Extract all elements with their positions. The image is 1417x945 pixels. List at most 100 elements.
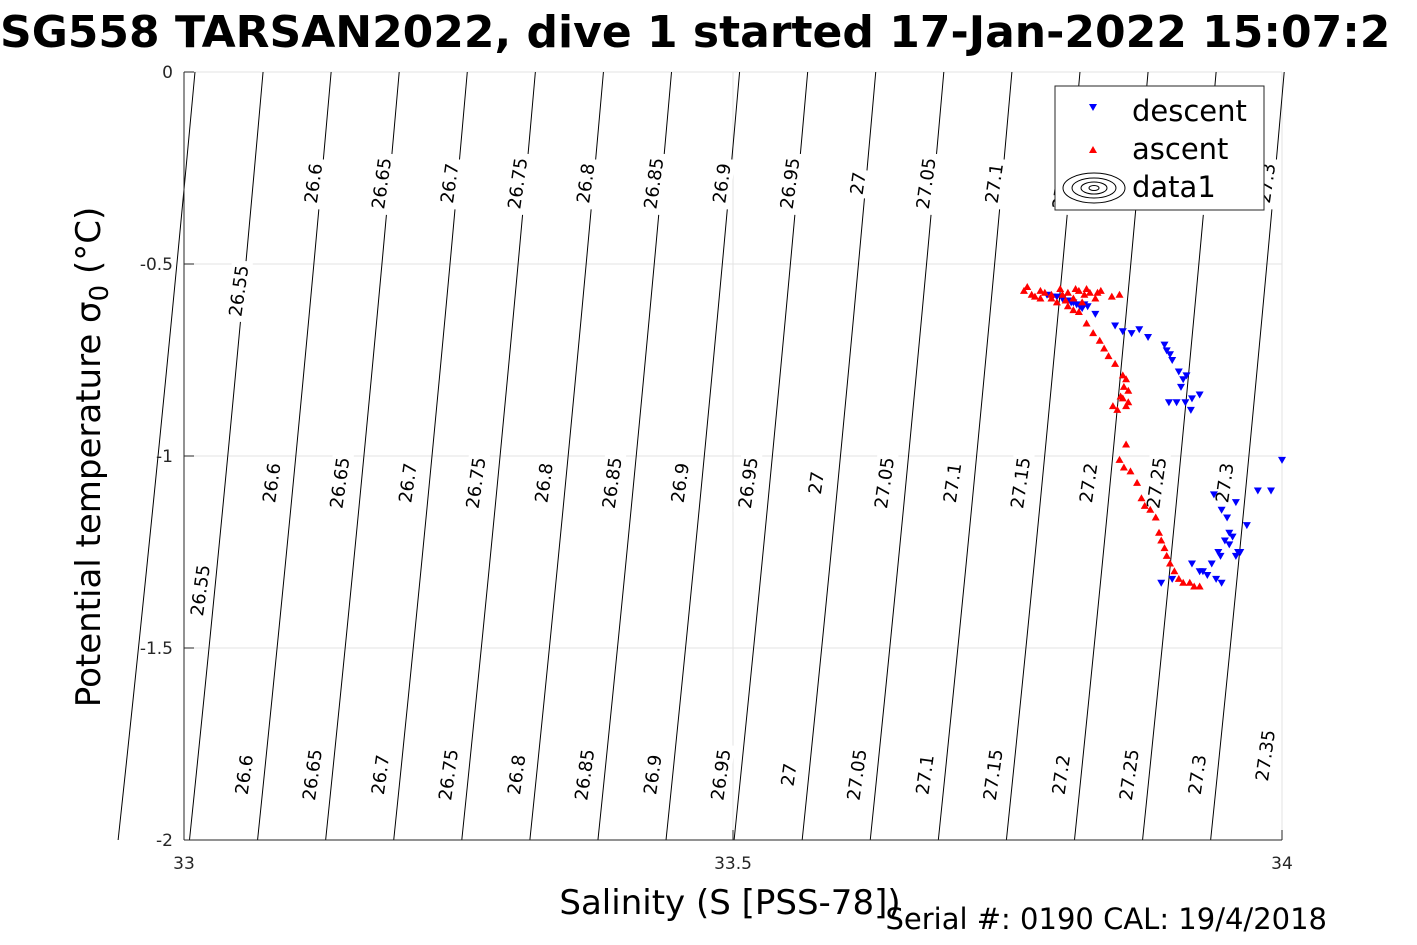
descent-point-16: [1135, 326, 1144, 334]
ascent-point-4: [1040, 288, 1049, 296]
legend-descent-marker: [1089, 104, 1097, 111]
y-tick-label-0: 0: [162, 63, 173, 83]
y-axis-label-unit: (°C): [69, 207, 109, 285]
descent-point-24: [1182, 372, 1191, 380]
ascent-point-26: [1063, 302, 1072, 310]
ascent-point-13: [1091, 294, 1100, 302]
contour-label-group-43: 27.15: [978, 742, 1008, 807]
descent-point-18: [1160, 341, 1169, 349]
contour-label-bg-42: [910, 748, 939, 801]
contour-label-bg-4: [502, 151, 532, 215]
chart-title: SG558 TARSAN2022, dive 1 started 17-Jan-…: [0, 7, 1390, 58]
y-tick-label-3: -1.5: [140, 639, 173, 659]
ascent-point-0: [1019, 286, 1028, 294]
contour-label-bg-36: [502, 748, 531, 801]
y-axis-label: Potential temperature σ0 (°C): [69, 207, 115, 707]
ascent-point-49: [1133, 478, 1142, 486]
tick-labels: 33 33.5 34 0 -0.5 -1 -1.5 -2: [140, 63, 1293, 874]
legend-ascent-label: ascent: [1132, 132, 1228, 166]
contour-label-9: 27: [847, 171, 871, 197]
contour-label-bg-0: [223, 259, 254, 323]
contour-label-bg-20: [460, 451, 491, 515]
descent-point-55: [1225, 529, 1234, 537]
descent-point-30: [1195, 391, 1204, 399]
contour-label-bg-23: [665, 456, 694, 510]
descent-point-29: [1186, 406, 1195, 414]
ascent-point-53: [1151, 513, 1160, 521]
y-tick-label-1: -0.5: [140, 255, 173, 275]
ascent-point-20: [1093, 288, 1102, 296]
ascent-point-3: [1036, 294, 1045, 302]
ascent-point-41: [1113, 405, 1122, 413]
contour-label-bg-35: [433, 742, 463, 807]
contour-label-bg-29: [1074, 456, 1103, 510]
contour-label-group-27: 27.1: [938, 456, 966, 510]
ascent-point-16: [1036, 286, 1045, 294]
ascent-point-15: [1023, 283, 1032, 291]
contour-label-group-40: 27: [776, 759, 801, 790]
descent-point-21: [1168, 357, 1177, 364]
ascent-point-39: [1122, 402, 1131, 410]
ascent-point-5: [1047, 290, 1056, 298]
ascent-point-2: [1030, 292, 1039, 300]
descent-point-45: [1207, 560, 1216, 568]
ascent-point-60: [1174, 574, 1183, 582]
descent-point-32: [1209, 491, 1218, 499]
descent-point-35: [1231, 499, 1240, 507]
contour-label-group-34: 26.7: [366, 748, 394, 801]
ascent-point-19: [1082, 284, 1091, 292]
descent-point-50: [1212, 575, 1221, 583]
contour-label-bg-18: [324, 451, 355, 515]
contour-label-bg-31: [1210, 456, 1239, 510]
descent-point-34: [1223, 514, 1232, 522]
descent-point-56: [1168, 575, 1177, 583]
contour-label-group-38: 26.9: [638, 748, 667, 801]
contour-label-bg-3: [435, 157, 464, 210]
contour-line-26-55: [117, 71, 196, 841]
ascent-point-10: [1074, 286, 1083, 294]
ascent-point-23: [1078, 298, 1087, 306]
contour-label-bg-17: [257, 456, 286, 510]
ascent-point-22: [1061, 296, 1070, 304]
contour-label-bg-16: [185, 558, 215, 622]
contour-label-bg-6: [638, 151, 669, 215]
ascent-point-62: [1185, 578, 1194, 586]
x-tick-label-0: 33: [173, 854, 195, 874]
legend-data1-label: data1: [1132, 170, 1216, 204]
descent-point-31: [1164, 399, 1173, 407]
contour-label-group-9: 27: [845, 167, 871, 199]
descent-point-23: [1179, 376, 1188, 384]
descent-point-53: [1236, 549, 1245, 556]
descent-point-48: [1195, 568, 1204, 576]
contour-label-group-36: 26.8: [502, 748, 531, 801]
ascent-point-6: [1052, 298, 1061, 306]
ascent-point-48: [1126, 467, 1135, 475]
ascent-point-12: [1085, 288, 1094, 296]
ascent-point-37: [1124, 386, 1133, 394]
descent-point-57: [1157, 579, 1166, 587]
y-tick-label-4: -2: [156, 831, 173, 851]
x-axis-label: Salinity (S [PSS-78]): [559, 883, 900, 923]
legend-descent-label: descent: [1132, 94, 1247, 128]
contour-label-bg-46: [1183, 748, 1211, 801]
ascent-point-8: [1063, 288, 1072, 296]
contour-label-bg-19: [393, 456, 422, 510]
ascent-point-11: [1080, 290, 1089, 298]
contour-label-bg-30: [1141, 451, 1171, 515]
ascent-point-28: [1074, 308, 1083, 315]
contour-label-group-32: 26.6: [230, 748, 258, 801]
contour-label-bg-25: [803, 467, 829, 499]
contour-label-bg-44: [1046, 748, 1075, 801]
contour-line-26-6: [188, 71, 264, 841]
ascent-point-59: [1170, 567, 1179, 575]
ascent-point-52: [1146, 505, 1155, 513]
contour-label-bg-11: [979, 157, 1008, 210]
descent-point-22: [1174, 368, 1183, 376]
ascent-point-35: [1118, 371, 1127, 379]
legend-ascent-marker: [1089, 146, 1097, 153]
contour-label-bg-10: [911, 151, 941, 215]
descent-point-12: [1091, 310, 1100, 318]
contour-label-bg-41: [841, 742, 872, 807]
descent-point-4: [1072, 301, 1081, 309]
